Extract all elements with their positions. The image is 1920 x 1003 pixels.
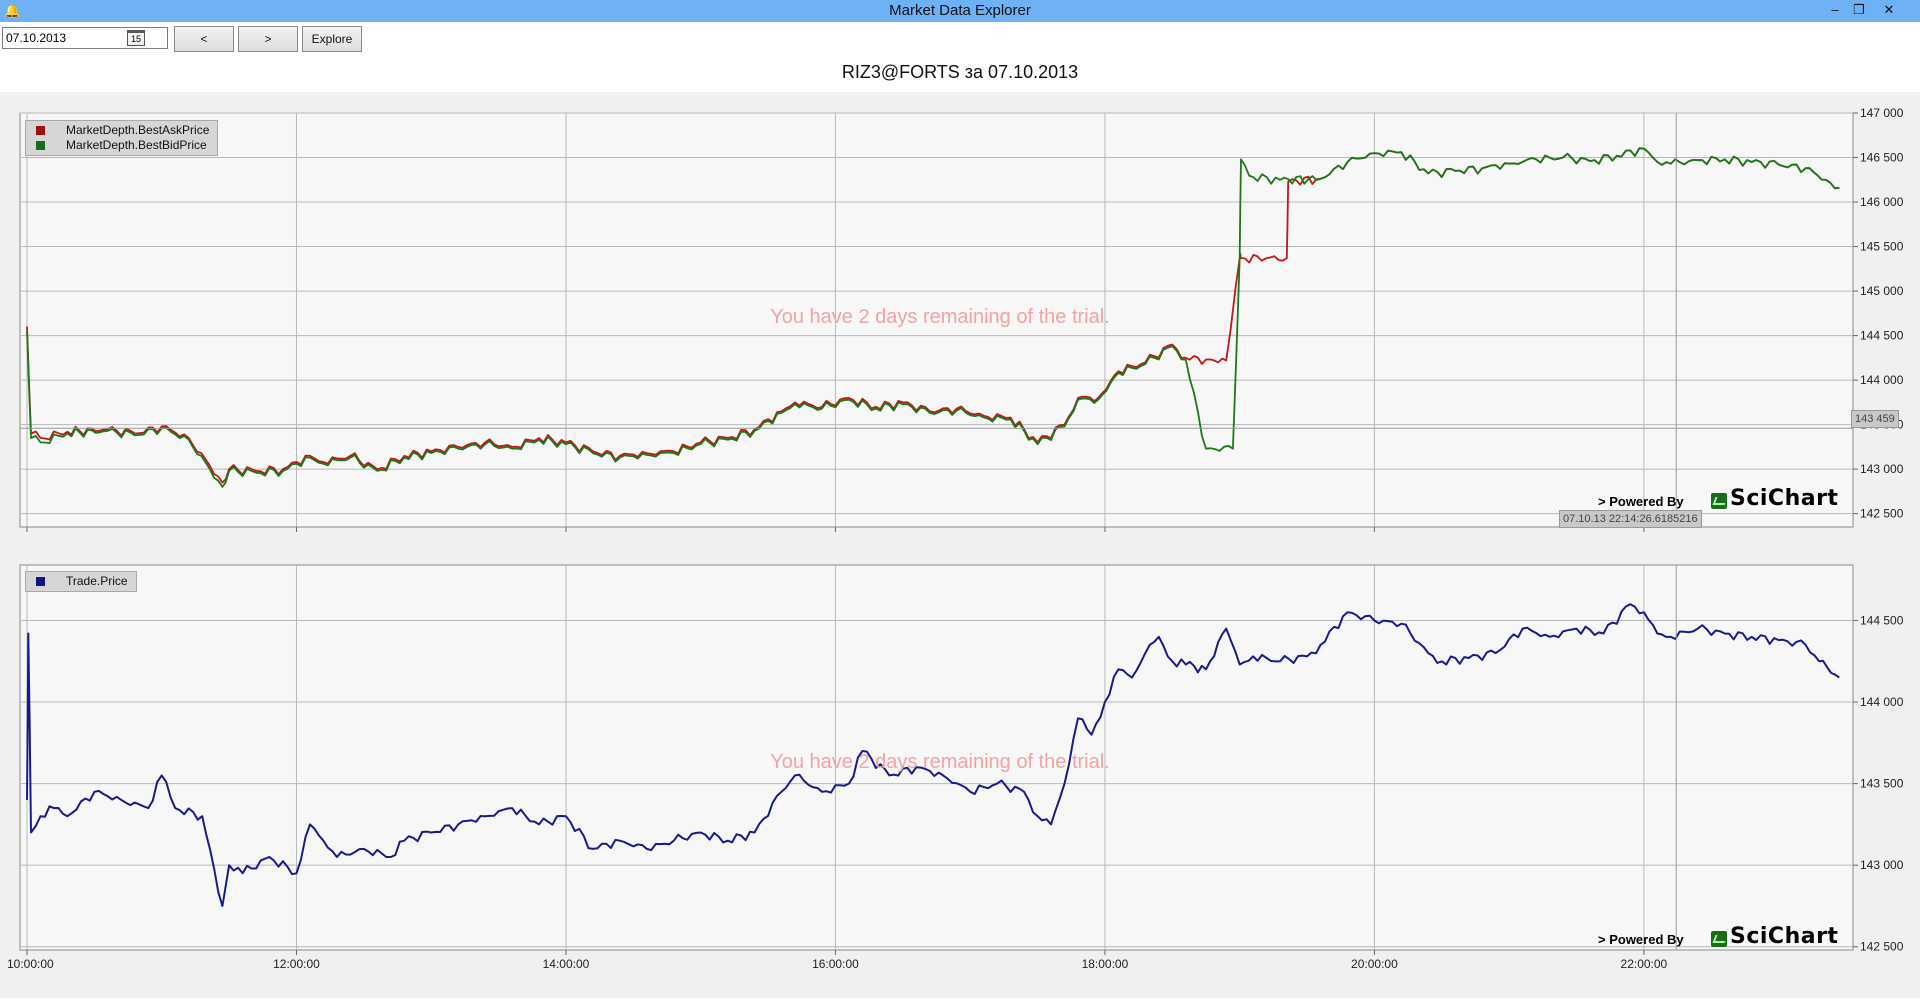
bid-swatch [36, 141, 45, 150]
y-tick-label: 144 000 [1860, 373, 1904, 387]
title-bar: 🔔 Market Data Explorer – ❐ ✕ [0, 0, 1920, 22]
legend-item-best-bid[interactable]: MarketDepth.BestBidPrice [36, 138, 209, 153]
x-tick-label: 10:00:00 [7, 957, 54, 971]
y-tick-label: 146 000 [1860, 195, 1904, 209]
x-tick-label: 20:00:00 [1351, 957, 1398, 971]
legend-item-trade[interactable]: Trade.Price [36, 574, 128, 589]
cursor-y-badge: 143 459 [1851, 410, 1899, 428]
trial-watermark-bottom: You have 2 days remaining of the trial. [770, 751, 1110, 773]
powered-by-top: > Powered By [1598, 494, 1684, 509]
series-line-trade-price [26, 603, 1840, 907]
explore-button[interactable]: Explore [302, 26, 362, 52]
previous-day-button[interactable]: < [174, 26, 234, 52]
bell-icon[interactable]: 🔔 [4, 3, 21, 18]
y-tick-label: 143 000 [1860, 462, 1904, 476]
chart-title: RIZ3@FORTS за 07.10.2013 [841, 62, 1079, 82]
x-tick-label: 18:00:00 [1082, 957, 1129, 971]
date-picker[interactable]: 15 [2, 27, 168, 49]
trade-swatch [36, 577, 45, 586]
x-tick-label: 16:00:00 [812, 957, 859, 971]
y-tick-label: 145 500 [1860, 240, 1904, 254]
date-input[interactable] [6, 30, 124, 46]
restore-button[interactable]: ❐ [1853, 2, 1865, 17]
scichart-logo-icon [1711, 931, 1727, 947]
x-tick-label: 22:00:00 [1621, 957, 1668, 971]
cursor-x-badge: 07.10.13 22:14:26.6185216 [1559, 510, 1702, 528]
plot-panel[interactable] [19, 112, 1854, 528]
calendar-icon[interactable]: 15 [127, 30, 145, 46]
y-tick-label: 145 000 [1860, 284, 1904, 298]
y-tick-label: 144 500 [1860, 329, 1904, 343]
close-button[interactable]: ✕ [1883, 2, 1895, 17]
minimize-button[interactable]: – [1831, 2, 1839, 17]
plot-panel[interactable] [19, 564, 1854, 951]
y-tick-label: 144 500 [1860, 613, 1904, 627]
legend-top-chart: MarketDepth.BestAskPrice MarketDepth.Bes… [25, 120, 219, 156]
series-line-marketdepth-bestbidprice [26, 147, 1840, 488]
y-tick-label: 146 500 [1860, 151, 1904, 165]
y-tick-label: 143 000 [1860, 858, 1904, 872]
trial-watermark-top: You have 2 days remaining of the trial. [770, 306, 1110, 328]
next-day-button[interactable]: > [238, 26, 298, 52]
legend-label-ask: MarketDepth.BestAskPrice [66, 123, 210, 137]
x-tick-label: 14:00:00 [543, 957, 590, 971]
brand-top: SciChart [1730, 486, 1839, 511]
y-tick-label: 143 500 [1860, 777, 1904, 791]
chart-area: 142 500 143 000 143 500 144 000 144 500 145 0… [0, 92, 1920, 998]
y-tick-label: 144 000 [1860, 695, 1904, 709]
ask-swatch [36, 126, 45, 135]
scichart-logo-icon [1711, 493, 1727, 509]
legend-label-trade: Trade.Price [66, 574, 128, 588]
legend-bottom-chart: Trade.Price [25, 571, 137, 592]
brand-bottom: SciChart [1730, 924, 1839, 949]
y-tick-label: 147 000 [1860, 106, 1904, 120]
legend-item-best-ask[interactable]: MarketDepth.BestAskPrice [36, 123, 209, 138]
powered-by-bottom: > Powered By [1598, 932, 1684, 947]
x-tick-label: 12:00:00 [273, 957, 320, 971]
y-tick-label: 142 500 [1860, 940, 1904, 954]
legend-label-bid: MarketDepth.BestBidPrice [66, 138, 207, 152]
y-tick-label: 142 500 [1860, 507, 1904, 521]
window-title: Market Data Explorer [889, 2, 1031, 19]
charts-svg[interactable]: 142 500 143 000 143 500 144 000 144 500 145 0… [0, 92, 1920, 998]
